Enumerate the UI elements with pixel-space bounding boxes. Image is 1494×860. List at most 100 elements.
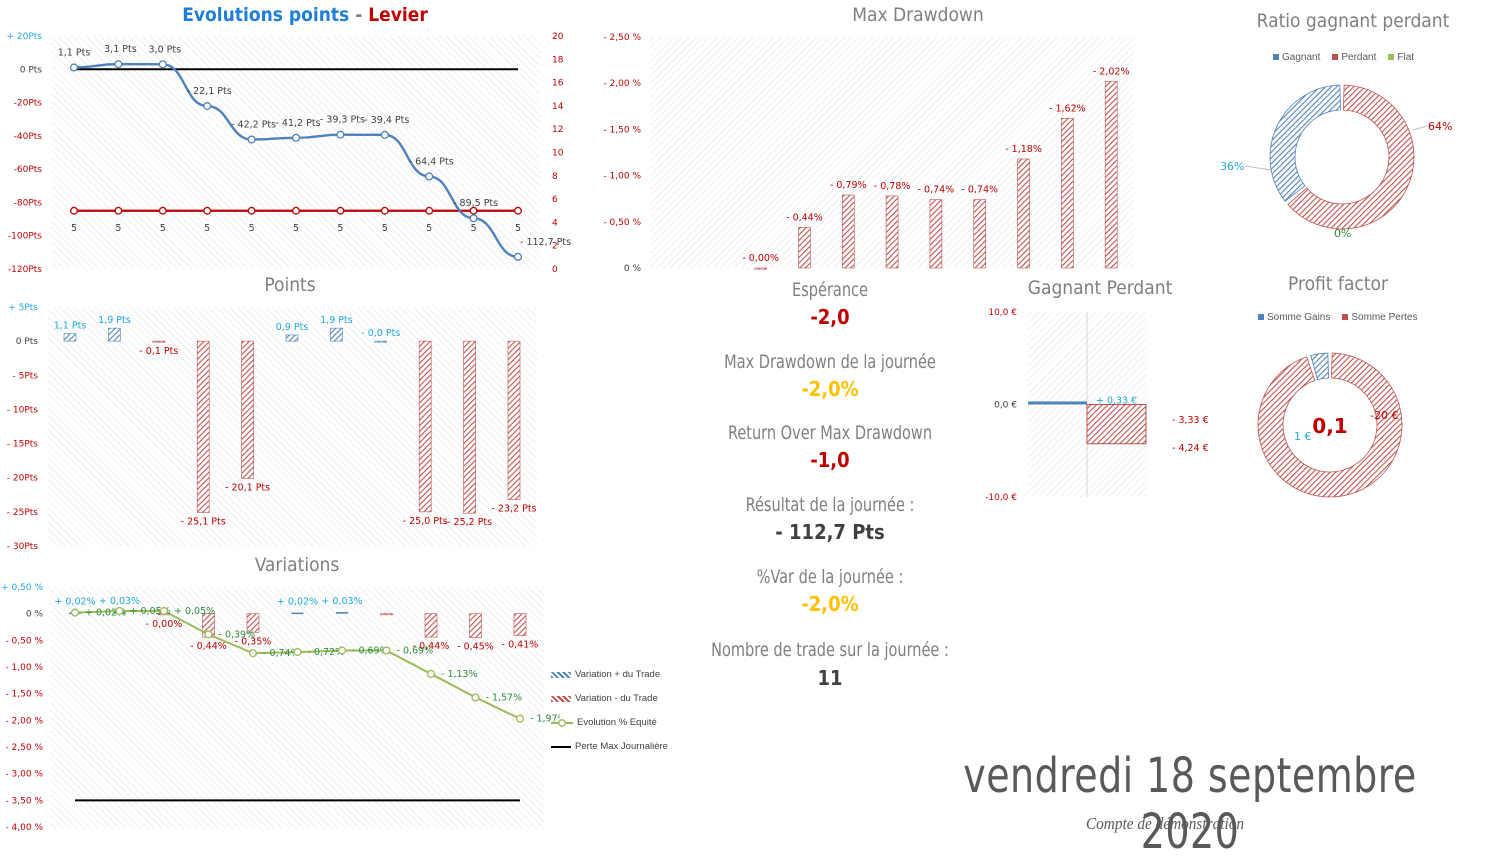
points-bar-label: - 0,1 Pts xyxy=(139,346,178,357)
drawdown-bar xyxy=(841,194,855,269)
trades-value: 11 xyxy=(817,666,843,690)
account-name: Compte de démonstration xyxy=(1085,814,1245,833)
pf-label-pertes: -20 € xyxy=(1370,409,1398,422)
ratio-slice xyxy=(1287,84,1415,230)
evolution-title: Evolutions points - Levier xyxy=(150,4,460,26)
evolution-right-tick: 10 xyxy=(552,149,564,159)
points-evolution-label: 3,0 Pts xyxy=(149,44,182,55)
equity-label: - 0,72% xyxy=(308,647,345,658)
equity-label: - 0,69% xyxy=(352,645,389,656)
pf-legend-gains-swatch xyxy=(1258,314,1264,320)
drawdown-title: Max Drawdown xyxy=(852,4,984,26)
pf-donut: 0,1 -20 € 1 € xyxy=(1257,352,1403,498)
variations-chart: + 0,50 % 0 % - 0,50 % - 1,00 % - 1,50 % - 2,0… xyxy=(1,583,560,833)
pf-slice xyxy=(1310,352,1330,381)
variation-minus-label: - 0,45% xyxy=(457,642,494,653)
ratio-label-gagnant: 36% xyxy=(1220,160,1244,173)
evolution-title-points: Evolutions points xyxy=(182,4,350,26)
variations-y-tick: + 0,50 % xyxy=(1,583,43,593)
report-date: vendredi 18 septembre 2020 xyxy=(963,748,1417,860)
drawdown-bar xyxy=(1017,158,1030,269)
pf-center-value: 0,1 xyxy=(1312,414,1347,438)
legend-equity-marker xyxy=(551,718,573,727)
legend-max-loss: Perte Max Journalière xyxy=(551,741,668,752)
levier-point xyxy=(247,206,256,215)
points-evolution-point xyxy=(247,135,256,144)
variations-plot-area xyxy=(50,587,544,829)
ratio-label-perdant: 64% xyxy=(1428,120,1452,133)
equity-label: - 1,13% xyxy=(441,669,478,680)
levier-label: 5 xyxy=(382,223,388,234)
levier-point xyxy=(336,206,345,215)
equity-point xyxy=(293,648,302,657)
evolution-left-tick: -40Pts xyxy=(14,132,43,142)
levier-label: 5 xyxy=(204,223,210,234)
ratio-leader-line xyxy=(1244,165,1272,171)
drawdown-label: - 0,74% xyxy=(961,185,998,196)
points-bar-label: 1,9 Pts xyxy=(320,315,353,326)
gp-perdant-label: - 3,33 € xyxy=(1172,415,1209,426)
variation-minus-label: - 0,00% xyxy=(146,619,183,630)
var-value: -2,0% xyxy=(801,592,859,616)
legend-variation-minus: Variation - du Trade xyxy=(551,693,658,704)
points-title: Points xyxy=(264,274,316,296)
variations-y-tick: - 1,00 % xyxy=(5,663,43,673)
variation-minus-label: - 0,44% xyxy=(190,641,227,652)
points-evolution-point xyxy=(469,214,478,223)
equity-point xyxy=(204,630,213,639)
drawdown-y-tick: - 1,50 % xyxy=(603,125,641,135)
variation-minus-label: - 0,44% xyxy=(413,641,450,652)
pf-legend-gains: Somme Gains xyxy=(1258,312,1330,323)
points-evolution-label: - 22,1 Pts xyxy=(187,86,232,97)
pf-legend-gains-label: Somme Gains xyxy=(1267,312,1331,323)
levier-label: 5 xyxy=(426,223,432,234)
legend-swatch-red xyxy=(551,695,571,702)
points-bar xyxy=(330,327,343,342)
gp-y-tick: 10,0 € xyxy=(988,308,1017,318)
legend-swatch-blue xyxy=(551,671,571,678)
points-bar xyxy=(152,340,166,343)
legend-variation-plus-label: Variation + du Trade xyxy=(575,669,661,680)
levier-label: 5 xyxy=(249,223,255,234)
points-y-tick: - 10Pts xyxy=(7,405,39,415)
points-bar-label: - 23,2 Pts xyxy=(491,504,536,515)
drawdown-bar xyxy=(1104,81,1118,269)
evolution-plot-area xyxy=(52,36,540,269)
points-bar xyxy=(108,327,121,342)
equity-label: - 1,97% xyxy=(530,714,560,725)
points-chart: + 5Pts 0 Pts - 5Pts - 10Pts - 15Pts - 20Pts - … xyxy=(7,303,537,552)
ratio-legend-gagnant-label: Gagnant xyxy=(1282,52,1321,63)
legend-swatch-black xyxy=(551,745,571,748)
evolution-left-tick: -80Pts xyxy=(14,198,43,208)
drawdown-y-tick: 0 % xyxy=(624,264,642,274)
evolution-right-tick: 4 xyxy=(552,218,558,228)
evolution-left-tick: -20Pts xyxy=(14,99,43,109)
legend-equity: Evolution % Equité xyxy=(551,717,657,728)
levier-point xyxy=(203,206,212,215)
drawdown-label: - 0,78% xyxy=(874,181,911,192)
points-bar xyxy=(63,333,77,342)
gp-y-tick: 0,0 € xyxy=(994,401,1017,411)
drawdown-y-tick: - 2,50 % xyxy=(603,33,641,43)
legend-max-loss-label: Perte Max Journalière xyxy=(575,741,668,752)
romad-value: -1,0 xyxy=(810,448,850,472)
points-evolution-point xyxy=(513,252,523,261)
result-label: Résultat de la journée : xyxy=(745,494,915,516)
points-bar-label: 0,9 Pts xyxy=(276,322,309,333)
maxdd-value: -2,0% xyxy=(801,377,859,401)
levier-point xyxy=(514,206,522,215)
variations-title: Variations xyxy=(254,554,340,576)
drawdown-y-tick: - 2,00 % xyxy=(603,79,641,89)
points-evolution-label: - 64,4 Pts xyxy=(409,156,454,167)
drawdown-y-tick: - 1,00 % xyxy=(603,172,641,182)
drawdown-label: - 0,74% xyxy=(918,185,955,196)
pf-title: Profit factor xyxy=(1288,273,1388,295)
equity-point xyxy=(159,606,169,616)
evolution-left-tick: -120Pts xyxy=(8,265,42,275)
gp-perdant-bar xyxy=(1086,404,1147,445)
levier-label: 5 xyxy=(293,223,299,234)
points-bar xyxy=(241,340,254,479)
ratio-legend-perdant-label: Perdant xyxy=(1341,52,1377,63)
drawdown-label: - 0,00% xyxy=(742,253,779,264)
variations-y-tick: - 3,00 % xyxy=(5,770,43,780)
